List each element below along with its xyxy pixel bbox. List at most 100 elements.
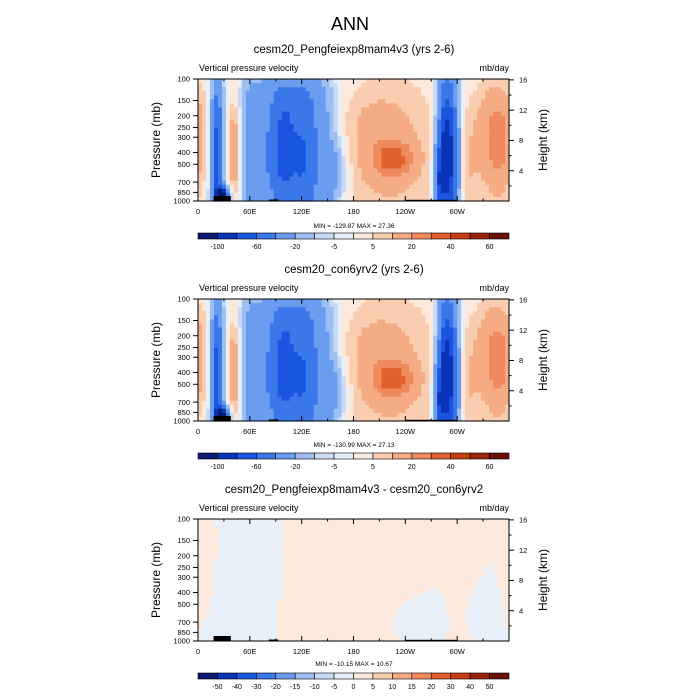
- contour-cell: [209, 160, 215, 165]
- contour-cell: [457, 196, 462, 202]
- contour-cell: [321, 331, 327, 337]
- contour-cell: [417, 107, 422, 113]
- contour-cell: [293, 95, 299, 100]
- contour-cell: [401, 343, 406, 349]
- contour-cell: [257, 380, 263, 385]
- contour-cell: [333, 360, 339, 365]
- contour-cell: [273, 119, 279, 125]
- contour-cell: [257, 140, 263, 145]
- contour-cell: [485, 376, 490, 381]
- contour-cell: [221, 131, 227, 137]
- contour-cell: [217, 184, 223, 190]
- contour-cell: [198, 311, 203, 316]
- contour-cell: [365, 184, 371, 190]
- contour-cell: [409, 144, 414, 149]
- contour-cell: [433, 192, 438, 198]
- contour-cell: [497, 380, 502, 385]
- contour-cell: [221, 335, 227, 341]
- contour-cell: [301, 79, 307, 84]
- contour-cell: [213, 315, 219, 320]
- contour-cell: [201, 131, 207, 137]
- contour-cell: [229, 172, 235, 178]
- contour-cell: [301, 327, 307, 333]
- contour-cell: [421, 396, 426, 402]
- contour-cell: [473, 160, 478, 165]
- contour-cell: [305, 380, 311, 385]
- contour-cell: [289, 339, 295, 345]
- contour-cell: [389, 135, 394, 141]
- contour-cell: [273, 343, 279, 349]
- contour-cell: [433, 91, 438, 96]
- contour-cell: [217, 408, 223, 414]
- contour-cell: [198, 176, 203, 182]
- contour-cell: [405, 392, 410, 398]
- contour-cell: [397, 331, 402, 337]
- contour-cell: [241, 303, 247, 308]
- contour-cell: [465, 335, 470, 341]
- contour-cell: [285, 404, 291, 410]
- contour-cell: [297, 115, 303, 121]
- contour-cell: [357, 376, 363, 381]
- contour-cell: [221, 87, 227, 92]
- contour-cell: [205, 580, 211, 585]
- contour-cell: [237, 107, 243, 113]
- contour-cell: [229, 331, 235, 337]
- contour-cell: [393, 380, 398, 385]
- contour-cell: [289, 152, 295, 157]
- contour-cell: [249, 172, 255, 178]
- contour-cell: [389, 152, 394, 157]
- contour-cell: [361, 327, 367, 333]
- contour-cell: [209, 364, 215, 369]
- contour-cell: [325, 335, 331, 341]
- contour-cell: [265, 360, 271, 365]
- contour-cell: [198, 355, 203, 361]
- contour-cell: [361, 180, 367, 186]
- colorbar-swatch: [392, 452, 413, 460]
- contour-cell: [437, 123, 442, 129]
- contour-cell: [377, 343, 383, 349]
- contour-cell: [405, 384, 410, 390]
- contour-cell: [221, 107, 227, 113]
- contour-cell: [205, 596, 211, 601]
- contour-cell: [489, 351, 494, 357]
- contour-cell: [281, 388, 287, 394]
- contour-cell: [365, 331, 371, 337]
- contour-cell: [329, 160, 335, 165]
- contour-cell: [381, 384, 386, 390]
- contour-cell: [501, 303, 506, 308]
- contour-cell: [205, 519, 211, 524]
- contour-cell: [469, 180, 474, 186]
- contour-cell: [285, 184, 291, 190]
- contour-cell: [421, 176, 426, 182]
- contour-cell: [253, 404, 259, 410]
- contour-cell: [489, 388, 494, 394]
- contour-cell: [345, 103, 351, 109]
- contour-cell: [221, 327, 227, 333]
- contour-cell: [409, 303, 414, 308]
- contour-cell: [461, 160, 466, 165]
- contour-cell: [309, 111, 315, 117]
- contour-cell: [273, 172, 279, 178]
- contour-cell: [233, 384, 239, 390]
- contour-cell: [417, 311, 422, 316]
- contour-cell: [198, 164, 203, 170]
- contour-cell: [293, 87, 299, 92]
- contour-cell: [457, 319, 462, 324]
- contour-cell: [225, 360, 231, 365]
- contour-cell: [341, 384, 347, 390]
- contour-cell: [365, 91, 371, 96]
- contour-cell: [205, 299, 211, 304]
- contour-cell: [437, 396, 442, 402]
- contour-cell: [253, 331, 259, 337]
- contour-cell: [209, 319, 215, 324]
- contour-cell: [477, 343, 482, 349]
- contour-cell: [369, 400, 375, 406]
- contour-cell: [353, 131, 359, 137]
- contour-cell: [233, 180, 239, 186]
- contour-cell: [261, 135, 267, 141]
- contour-cell: [325, 303, 331, 308]
- contour-cell: [285, 347, 291, 353]
- contour-cell: [333, 400, 339, 406]
- contour-cell: [217, 91, 223, 96]
- contour-cell: [313, 408, 319, 414]
